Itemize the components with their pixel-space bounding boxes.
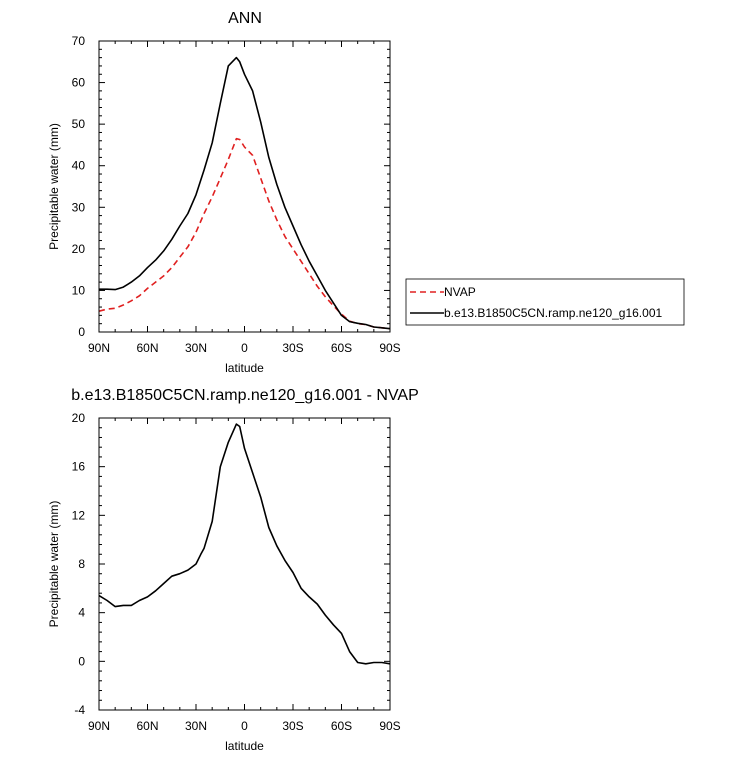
x-tick-label: 60S [331,341,352,355]
y-tick-label: 20 [72,242,86,256]
y-tick-label: 0 [78,325,85,339]
y-tick-label: 70 [72,34,86,48]
x-tick-label: 60N [136,719,158,733]
x-tick-label: 0 [241,341,248,355]
series-line-nvap [98,137,391,330]
x-tick-label: 30S [282,341,303,355]
top-chart: ANN 90N 60N 30N 0 30S 60S 90S 0 10 20 30 40 50 60 70 lat… [47,10,685,375]
y-tick-label: 12 [72,508,86,522]
plot-frame [98,417,391,711]
y-tick-label: -4 [74,703,85,717]
x-axis-label: latitude [225,739,264,753]
series-line-0 [98,423,391,665]
y-tick-label: 40 [72,159,86,173]
y-tick-label: 60 [72,76,86,90]
chart-title: ANN [228,10,262,27]
x-tick-label: 30N [185,719,207,733]
series-line-b-e13-b1850c5cn-ramp-ne120-g16-001 [99,56,391,330]
y-axis-label: Precipitable water (mm) [47,123,61,250]
legend-label: NVAP [444,285,476,299]
plot-frame [98,40,391,333]
x-tick-label: 30N [185,341,207,355]
x-tick-label: 0 [241,719,248,733]
y-tick-label: 10 [72,283,86,297]
chart-title: b.e13.B1850C5CN.ramp.ne120_g16.001 - NVA… [71,387,418,404]
legend-label: b.e13.B1850C5CN.ramp.ne120_g16.001 [444,306,662,320]
y-tick-label: 50 [72,117,86,131]
x-tick-label: 60N [136,341,158,355]
x-tick-label: 90S [379,719,400,733]
y-tick-label: 16 [72,460,86,474]
x-tick-label: 60S [331,719,352,733]
y-axis-label: Precipitable water (mm) [47,501,61,628]
y-tick-label: 8 [78,557,85,571]
y-tick-label: 0 [78,654,85,668]
y-tick-label: 20 [72,411,86,425]
x-tick-label: 90N [88,341,110,355]
bottom-chart: b.e13.B1850C5CN.ramp.ne120_g16.001 - NVA… [47,387,419,753]
x-tick-label: 90S [379,341,400,355]
y-tick-label: 30 [72,200,86,214]
x-tick-label: 30S [282,719,303,733]
legend-box [405,278,685,326]
x-tick-label: 90N [88,719,110,733]
y-tick-label: 4 [78,606,85,620]
x-axis-label: latitude [225,361,264,375]
